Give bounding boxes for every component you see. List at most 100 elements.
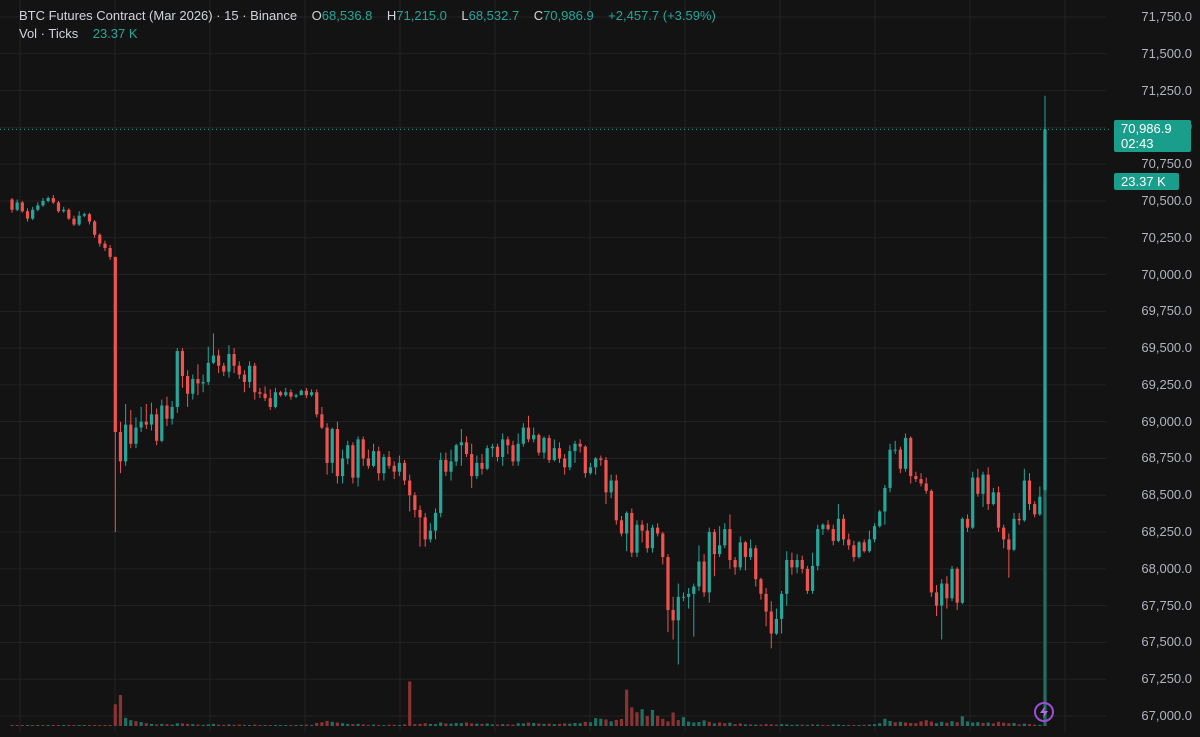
candle-body[interactable]: [604, 459, 608, 493]
candle-body[interactable]: [1033, 504, 1037, 515]
candle-body[interactable]: [325, 427, 329, 463]
candle-body[interactable]: [402, 462, 407, 481]
candle-body[interactable]: [485, 448, 489, 469]
candle-body[interactable]: [764, 593, 768, 612]
candle-body[interactable]: [625, 512, 629, 534]
candle-body[interactable]: [1043, 129, 1047, 490]
candle-body[interactable]: [1007, 539, 1011, 550]
candle-body[interactable]: [754, 548, 758, 580]
candle-body[interactable]: [335, 429, 339, 477]
candle-body[interactable]: [573, 443, 577, 452]
candle-body[interactable]: [795, 560, 799, 568]
candle-body[interactable]: [77, 215, 81, 225]
candle-body[interactable]: [428, 530, 432, 540]
candle-body[interactable]: [526, 427, 531, 440]
candle-body[interactable]: [98, 234, 102, 244]
candle-body[interactable]: [46, 198, 50, 201]
candle-body[interactable]: [676, 596, 680, 621]
candle-body[interactable]: [72, 218, 76, 225]
candle-body[interactable]: [898, 449, 902, 469]
candle-body[interactable]: [439, 459, 443, 513]
candle-body[interactable]: [211, 355, 216, 363]
candle-body[interactable]: [774, 618, 779, 634]
candle-body[interactable]: [299, 390, 303, 396]
candle-body[interactable]: [836, 518, 841, 541]
candle-body[interactable]: [588, 467, 593, 474]
candle-body[interactable]: [748, 548, 753, 558]
candle-body[interactable]: [20, 202, 24, 212]
candle-body[interactable]: [418, 509, 422, 518]
candle-body[interactable]: [723, 529, 727, 546]
candle-body[interactable]: [160, 405, 164, 441]
candle-body[interactable]: [568, 451, 572, 468]
candle-body[interactable]: [284, 392, 288, 396]
candle-body[interactable]: [1027, 480, 1032, 505]
candle-body[interactable]: [1012, 518, 1016, 550]
candle-body[interactable]: [929, 490, 933, 593]
candle-body[interactable]: [883, 487, 887, 512]
candle-body[interactable]: [537, 434, 541, 453]
candle-body[interactable]: [521, 427, 525, 444]
candle-body[interactable]: [309, 392, 314, 396]
candle-body[interactable]: [960, 518, 964, 603]
candle-body[interactable]: [687, 593, 691, 597]
candle-body[interactable]: [547, 437, 551, 460]
candle-body[interactable]: [387, 457, 391, 466]
candle-body[interactable]: [397, 462, 401, 472]
candle-body[interactable]: [707, 532, 711, 593]
candle-body[interactable]: [986, 474, 990, 505]
candle-body[interactable]: [247, 365, 252, 382]
candle-body[interactable]: [681, 596, 686, 598]
candle-body[interactable]: [826, 524, 830, 530]
candle-body[interactable]: [950, 568, 954, 599]
candle-body[interactable]: [779, 593, 784, 619]
candle-body[interactable]: [759, 579, 763, 594]
candle-body[interactable]: [996, 492, 1001, 528]
candle-body[interactable]: [971, 477, 975, 528]
candle-body[interactable]: [847, 539, 851, 546]
candle-body[interactable]: [118, 431, 123, 462]
candle-body[interactable]: [144, 421, 148, 425]
candle-body[interactable]: [599, 458, 603, 460]
candle-body[interactable]: [340, 458, 345, 477]
candle-body[interactable]: [227, 353, 231, 372]
symbol-title[interactable]: BTC Futures Contract (Mar 2026) · 15 · B…: [19, 8, 298, 23]
candle-body[interactable]: [903, 437, 908, 469]
candle-body[interactable]: [919, 479, 923, 484]
candle-body[interactable]: [139, 421, 143, 428]
candle-body[interactable]: [692, 586, 696, 594]
candle-body[interactable]: [408, 480, 412, 496]
candle-body[interactable]: [294, 395, 298, 397]
candle-body[interactable]: [201, 381, 205, 384]
candle-body[interactable]: [640, 524, 644, 531]
candle-body[interactable]: [475, 462, 479, 477]
candle-body[interactable]: [490, 446, 494, 449]
candle-body[interactable]: [382, 457, 386, 474]
candle-body[interactable]: [661, 533, 665, 558]
candle-body[interactable]: [124, 424, 128, 462]
candle-body[interactable]: [444, 459, 448, 472]
candle-body[interactable]: [666, 557, 670, 611]
candle-body[interactable]: [206, 362, 210, 382]
candle-body[interactable]: [258, 392, 262, 394]
candle-body[interactable]: [423, 517, 427, 540]
candle-body[interactable]: [981, 474, 985, 494]
candle-body[interactable]: [41, 200, 45, 206]
candle-body[interactable]: [1022, 480, 1026, 521]
candle-body[interactable]: [671, 610, 675, 621]
candle-body[interactable]: [888, 449, 892, 488]
candle-body[interactable]: [67, 209, 71, 219]
candle-body[interactable]: [878, 511, 882, 527]
candle-body[interactable]: [790, 560, 794, 568]
candle-body[interactable]: [650, 527, 655, 549]
candle-body[interactable]: [31, 209, 35, 219]
candle-body[interactable]: [945, 583, 949, 599]
candle-body[interactable]: [583, 446, 587, 474]
candle-body[interactable]: [263, 393, 267, 399]
candle-body[interactable]: [459, 442, 463, 446]
candle-body[interactable]: [237, 365, 241, 375]
candle-body[interactable]: [108, 248, 112, 257]
candle-body[interactable]: [511, 445, 515, 462]
candle-body[interactable]: [594, 458, 598, 468]
